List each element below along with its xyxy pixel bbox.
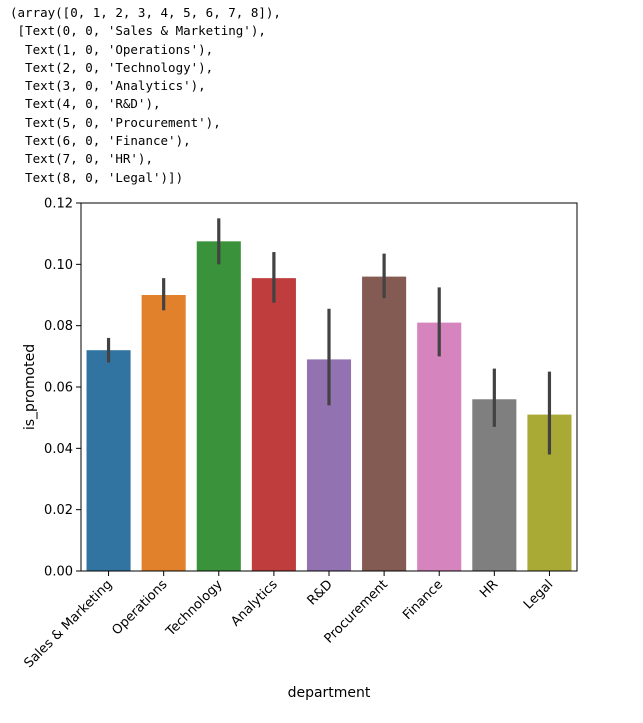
console-line: Text(1, 0, 'Operations'), bbox=[10, 41, 214, 57]
y-tick-label: 0.06 bbox=[44, 381, 73, 396]
y-tick-label: 0.02 bbox=[44, 503, 73, 518]
bars bbox=[86, 241, 572, 572]
x-tick-label: Operations bbox=[109, 577, 170, 638]
x-tick-label: Sales & Marketing bbox=[21, 577, 115, 671]
y-tick-label: 0.10 bbox=[44, 258, 73, 273]
x-tick-label: R&D bbox=[305, 577, 336, 608]
console-line: [Text(0, 0, 'Sales & Marketing'), bbox=[10, 23, 266, 39]
y-tick-label: 0.08 bbox=[44, 319, 73, 334]
x-axis-label: department bbox=[288, 685, 371, 701]
y-tick-label: 0.04 bbox=[44, 442, 73, 457]
bar bbox=[472, 399, 517, 571]
x-tick-label: Finance bbox=[400, 577, 446, 623]
console-line: (array([0, 1, 2, 3, 4, 5, 6, 7, 8]), bbox=[10, 5, 281, 20]
y-tick-label: 0.00 bbox=[44, 565, 73, 580]
y-axis: 0.00 0.02 0.04 0.06 0.08 0.10 0.12 bbox=[44, 197, 81, 580]
bar bbox=[251, 278, 296, 571]
console-line: Text(5, 0, 'Procurement'), bbox=[10, 114, 221, 130]
y-axis-label: is_promoted bbox=[22, 344, 38, 430]
console-line: Text(2, 0, 'Technology'), bbox=[10, 59, 214, 75]
console-line: Text(7, 0, 'HR'), bbox=[10, 151, 153, 167]
console-line: Text(6, 0, 'Finance'), bbox=[10, 133, 191, 149]
x-tick-label: Analytics bbox=[228, 577, 281, 630]
bar bbox=[86, 350, 131, 571]
console-output: (array([0, 1, 2, 3, 4, 5, 6, 7, 8]), [Te… bbox=[10, 4, 281, 187]
x-tick-label: Legal bbox=[521, 577, 556, 612]
bar bbox=[141, 295, 186, 571]
bar bbox=[417, 322, 462, 571]
y-tick-label: 0.12 bbox=[44, 197, 73, 212]
x-tick-label: Technology bbox=[163, 577, 226, 640]
x-tick-label: HR bbox=[477, 577, 501, 601]
bar bbox=[196, 241, 241, 572]
console-line: Text(4, 0, 'R&D'), bbox=[10, 96, 161, 112]
error-bars bbox=[106, 218, 552, 455]
bar bbox=[362, 276, 407, 571]
console-line: Text(8, 0, 'Legal')]) bbox=[10, 169, 184, 185]
console-line: Text(3, 0, 'Analytics'), bbox=[10, 78, 206, 94]
